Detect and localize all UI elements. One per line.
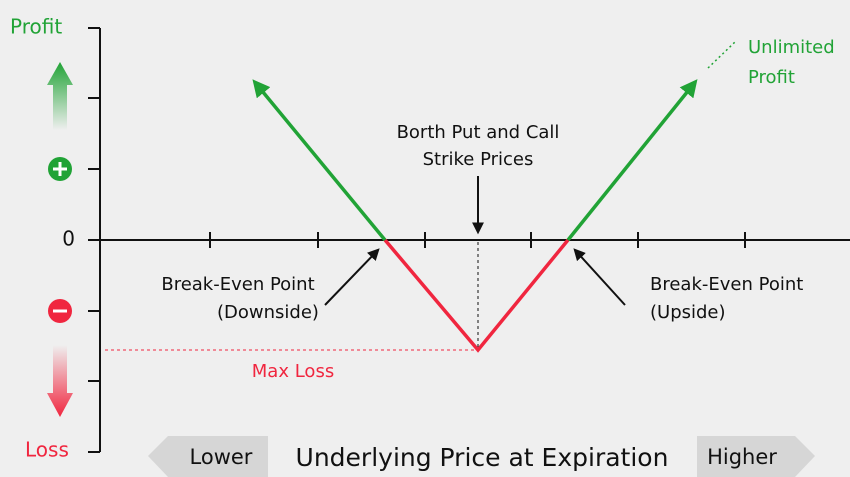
loss-v (383, 238, 570, 353)
strike-text: Strike Prices (423, 149, 534, 170)
higher-badge (697, 436, 815, 477)
profit-left (252, 79, 387, 242)
be-down-text: Break-Even Point (161, 274, 314, 295)
down-arrow-icon (47, 345, 73, 417)
be-up-arrow (573, 248, 626, 306)
be-down-text: (Downside) (217, 302, 319, 323)
be-up-text: Break-Even Point (650, 274, 803, 295)
profit-label: Profit (10, 15, 62, 39)
profit-right (566, 79, 698, 242)
higher-text: Higher (707, 445, 777, 469)
zero-label: 0 (62, 227, 75, 251)
max-loss-text: Max Loss (252, 361, 334, 382)
unlimited-dots (707, 41, 736, 69)
lower-text: Lower (190, 445, 253, 469)
be-down-arrow (324, 248, 380, 306)
strike-text: Borth Put and Call (397, 122, 560, 143)
x-axis-title: Underlying Price at Expiration (296, 443, 669, 472)
minus-icon (48, 299, 72, 323)
lower-badge (148, 436, 268, 477)
unlimited-text: Unlimited (748, 37, 835, 58)
be-up-text: (Upside) (650, 302, 726, 323)
unlimited-text: Profit (748, 67, 795, 88)
plus-icon (48, 157, 72, 181)
loss-label: Loss (25, 438, 69, 462)
axes (88, 27, 850, 453)
up-arrow-icon (47, 62, 73, 130)
